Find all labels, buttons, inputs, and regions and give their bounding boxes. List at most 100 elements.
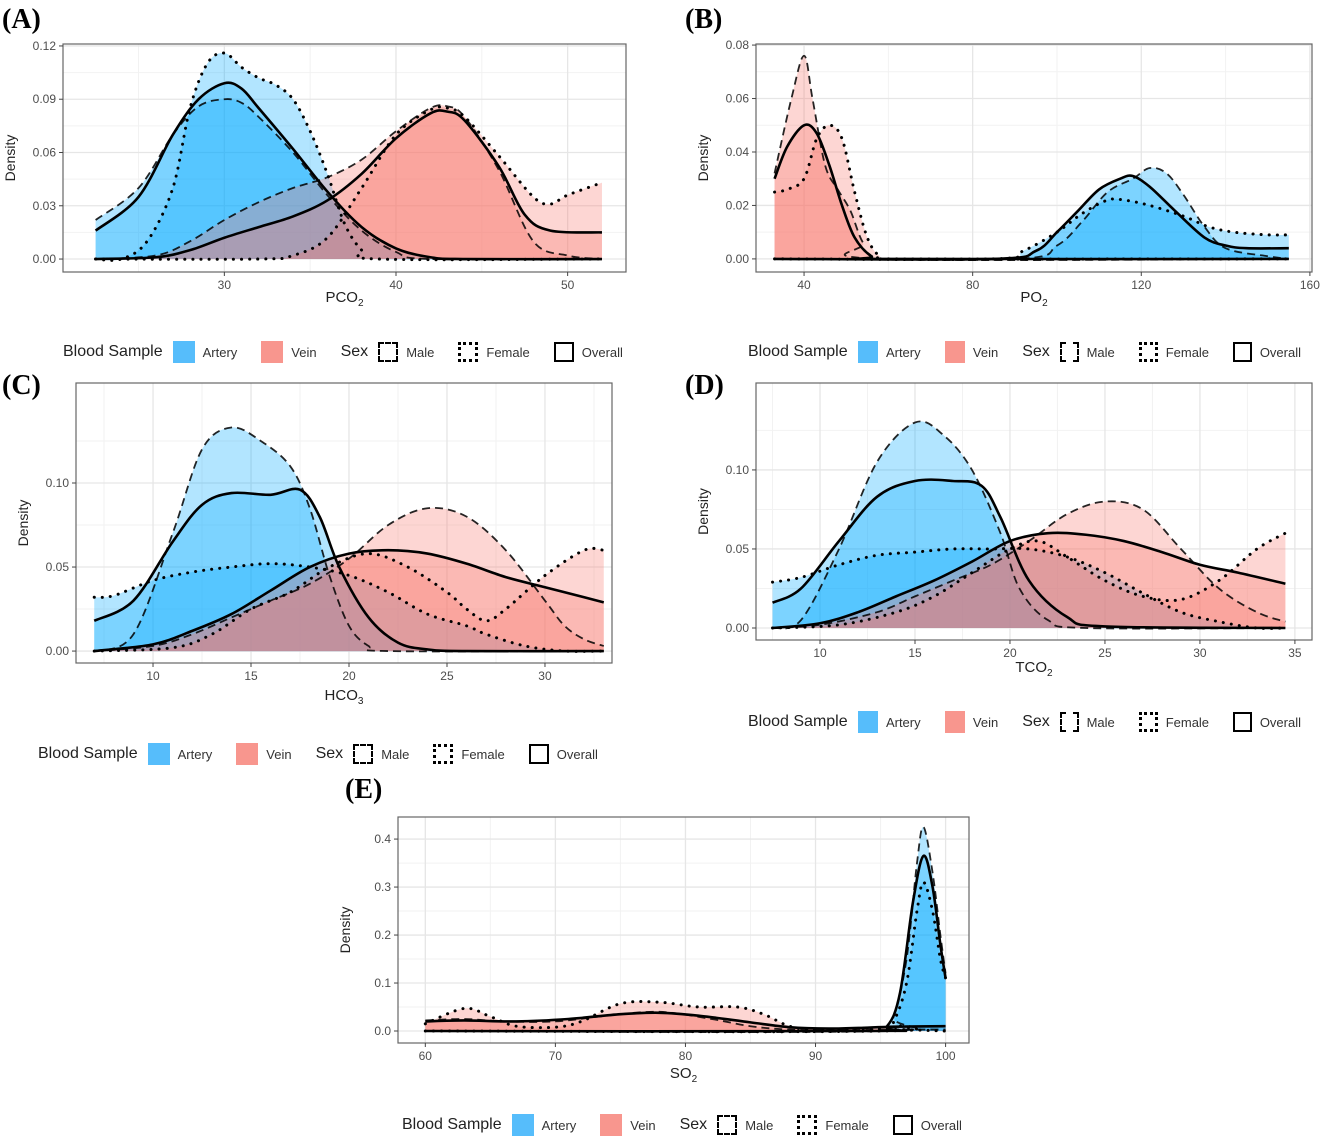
artery-swatch <box>857 711 878 733</box>
plot-frame <box>755 382 1313 641</box>
legend: Blood Sample Artery Vein Sex Male Female Overa… <box>748 339 1325 365</box>
x-tick-label: 20 <box>1003 646 1017 660</box>
x-tick-label: 90 <box>809 1049 823 1063</box>
artery-female-line <box>94 51 604 262</box>
artery-female-line <box>771 546 1287 630</box>
artery-swatch <box>511 1114 534 1136</box>
panel-d: (D) 10 15 20 25 30 35 0.00 0.05 0.10 TCO2 Density <box>685 370 1313 679</box>
artery-female-area <box>95 52 602 261</box>
overall-linetype-key <box>553 342 574 362</box>
x-axis-title-main: HCO <box>325 687 358 704</box>
x-axis-title: HCO3 <box>325 687 364 707</box>
legend: Blood Sample Artery Vein Sex Male Female Overa… <box>748 709 1325 735</box>
vein-overall-line <box>94 548 605 653</box>
artery-male-area <box>95 99 602 260</box>
legend-male-label: Male <box>1086 344 1115 360</box>
artery-female-line <box>773 197 1291 261</box>
vein-swatch <box>261 341 284 363</box>
y-tick-label: 0.04 <box>726 145 750 159</box>
vein-female-area <box>774 125 1289 260</box>
legend-overall-label: Overall <box>1259 344 1301 360</box>
panel-c: (C) 10 15 20 25 30 0.00 0.05 0.10 HCO3 Density <box>2 370 613 707</box>
y-tick-label: 0.1 <box>374 976 391 990</box>
x-axis-title-subscript: 2 <box>692 1074 698 1085</box>
x-axis-title-subscript: 2 <box>358 298 364 309</box>
legend-male-label: Male <box>1086 714 1115 730</box>
legend-overall-label: Overall <box>920 1117 962 1133</box>
artery-female-line <box>92 562 606 653</box>
vein-female-line <box>92 546 606 653</box>
vein-female-area <box>425 1001 946 1032</box>
y-axis-title: Density <box>695 488 711 535</box>
legend-overall-label: Overall <box>581 344 623 360</box>
legend-artery-label: Artery <box>202 344 238 360</box>
artery-overall-line <box>93 487 604 653</box>
x-tick-label: 20 <box>342 669 356 683</box>
female-linetype-key <box>797 1115 818 1135</box>
artery-male-line <box>93 426 604 653</box>
y-tick-label: 0.10 <box>726 463 750 477</box>
artery-overall-area <box>94 488 604 652</box>
y-tick-label: 0.10 <box>46 476 70 490</box>
panel-e: (E) 60 70 80 90 100 0.0 0.1 0.2 0.3 0.4 SO2 Density <box>337 774 970 1085</box>
legend-sex-title: Sex <box>1022 343 1050 360</box>
x-tick-label: 70 <box>549 1049 563 1063</box>
y-tick-label: 0.09 <box>33 92 57 106</box>
x-tick-label: 30 <box>1193 646 1207 660</box>
male-linetype-key <box>378 342 399 362</box>
panel-a: (A) 30 40 50 0.00 0.03 0.06 0.09 0.12 PCO2 Density <box>2 4 627 309</box>
legend-male-label: Male <box>381 746 410 762</box>
female-linetype-key <box>433 744 454 764</box>
artery-male-area <box>772 421 1286 629</box>
vein-female-line <box>771 531 1287 630</box>
x-tick-label: 25 <box>1098 646 1112 660</box>
legend-sex-title: Sex <box>679 1116 708 1133</box>
vein-swatch <box>600 1114 623 1136</box>
artery-female-line <box>423 880 948 1034</box>
vein-male-area <box>95 105 602 260</box>
female-linetype-key <box>458 342 479 362</box>
legend-vein-label: Vein <box>291 344 317 360</box>
panel-label: (E) <box>345 774 382 805</box>
y-tick-label: 0.3 <box>374 880 391 894</box>
legend-fill-title: Blood Sample <box>38 745 138 762</box>
x-axis-title: PCO2 <box>325 289 364 309</box>
artery-swatch <box>147 743 170 765</box>
y-tick-label: 0.05 <box>726 542 750 556</box>
x-tick-label: 80 <box>966 278 980 292</box>
plot-frame <box>397 816 970 1044</box>
y-tick-label: 0.00 <box>46 644 70 658</box>
plot-frame <box>755 43 1313 273</box>
x-tick-label: 25 <box>440 669 454 683</box>
plot-frame <box>62 43 627 273</box>
female-linetype-key <box>1138 712 1158 732</box>
female-linetype-key <box>1138 342 1158 362</box>
artery-male-line <box>425 826 947 1033</box>
legend-overall-label: Overall <box>1259 714 1301 730</box>
legend-sex-title: Sex <box>1022 713 1050 730</box>
x-tick-label: 15 <box>244 669 258 683</box>
vein-male-area <box>94 507 604 652</box>
x-tick-label: 160 <box>1300 278 1320 292</box>
legend-vein-label: Vein <box>630 1117 656 1133</box>
x-axis-title-main: PO <box>1020 289 1042 306</box>
x-axis-title: PO2 <box>1020 289 1048 309</box>
legend-male-label: Male <box>406 344 435 360</box>
x-axis-title-main: SO <box>670 1065 692 1082</box>
panel-label: (A) <box>2 4 41 35</box>
legend: Blood Sample Artery Vein Sex Male Female Overa… <box>38 741 638 767</box>
legend-vein-label: Vein <box>972 344 999 360</box>
vein-female-area <box>95 106 602 260</box>
y-tick-label: 0.12 <box>33 39 57 53</box>
legend-fill-title: Blood Sample <box>748 343 848 360</box>
legend-artery-label: Artery <box>885 714 921 730</box>
x-tick-label: 80 <box>679 1049 693 1063</box>
legend-vein-label: Vein <box>266 746 292 762</box>
x-tick-label: 50 <box>561 278 575 292</box>
y-tick-label: 0.0 <box>374 1024 391 1038</box>
legend-fill-title: Blood Sample <box>748 713 848 730</box>
artery-female-area <box>774 198 1289 260</box>
vein-male-line <box>94 506 605 652</box>
x-axis-title: TCO2 <box>1015 659 1053 679</box>
artery-overall-area <box>95 82 602 260</box>
